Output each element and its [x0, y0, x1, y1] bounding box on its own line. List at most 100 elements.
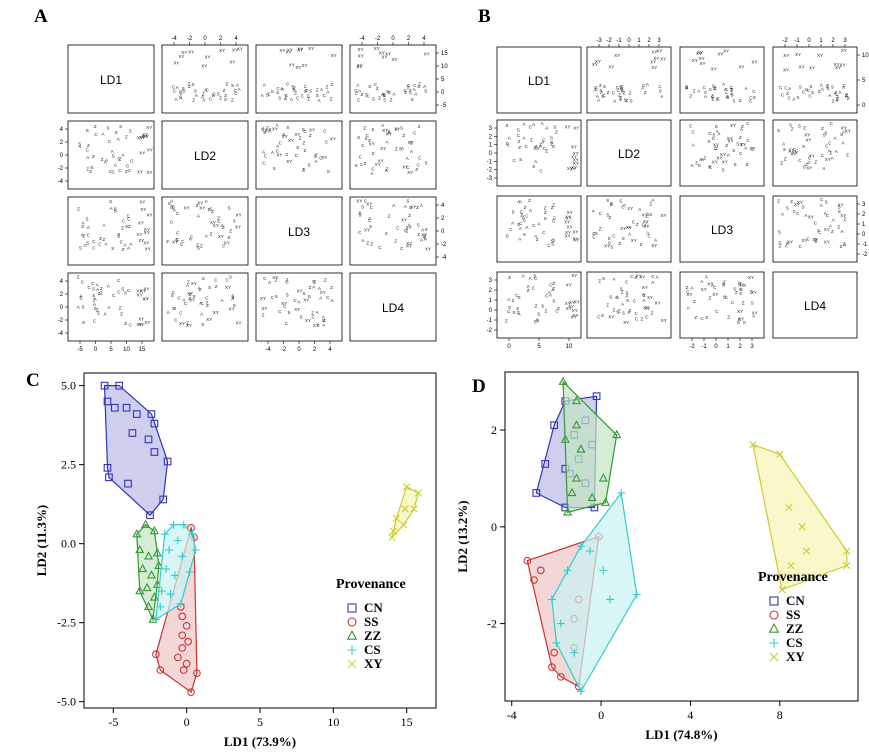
legend-label-cn: CN [364, 600, 383, 615]
matrix-point-symbol: XY [565, 230, 571, 235]
matrix-point-symbol: S [517, 222, 520, 227]
matrix-left-tick-ld2-label: -4 [58, 179, 64, 185]
matrix-point-symbol: XY [321, 155, 327, 160]
data-point-zz [576, 444, 586, 453]
matrix-bottom-tick-ld3-label: 2 [738, 344, 742, 350]
matrix-point-symbol: A [685, 86, 688, 91]
matrix-point-symbol: S [519, 157, 522, 162]
matrix-point-symbol: Z [366, 241, 369, 246]
x-tick-label: 0 [184, 715, 190, 729]
matrix-point-symbol: A [186, 283, 189, 288]
matrix-point-symbol: XY [210, 220, 216, 225]
legend-label-zz: ZZ [364, 628, 382, 643]
matrix-point-symbol: XY [620, 226, 626, 231]
matrix-point-symbol: A [620, 86, 623, 91]
matrix-point-symbol: C [417, 163, 421, 168]
matrix-point-symbol: XY [738, 65, 744, 70]
matrix-point-symbol: S [309, 89, 312, 94]
matrix-point-symbol: S [722, 168, 725, 173]
matrix-point-symbol: C [700, 316, 704, 321]
matrix-top-tick-ld4-label: 3 [843, 38, 847, 44]
matrix-point-symbol: C [545, 294, 549, 299]
matrix-bottom-tick-ld1-label: 0 [507, 344, 511, 350]
legend-label-xy: XY [786, 649, 805, 664]
matrix-point-symbol: A [740, 127, 743, 132]
matrix-point-symbol: C [214, 277, 218, 282]
matrix-point-symbol: XY [626, 225, 632, 230]
matrix-point-symbol: C [304, 84, 308, 89]
matrix-point-symbol: XY [139, 200, 145, 205]
matrix-point-symbol: C [507, 309, 511, 314]
matrix-point-symbol: Z [121, 226, 124, 231]
matrix-point-symbol: Z [188, 296, 191, 301]
matrix-cell-frame [255, 196, 343, 266]
matrix-point-symbol: C [175, 237, 179, 242]
matrix-point-symbol: A [410, 149, 413, 154]
matrix-point-symbol: Z [780, 161, 783, 166]
matrix-point-symbol: XY [809, 153, 815, 158]
matrix-point-symbol: A [792, 97, 795, 102]
matrix-point-symbol: S [212, 93, 215, 98]
matrix-point-symbol: XY [737, 309, 743, 314]
matrix-point-symbol: XY [565, 301, 571, 306]
matrix-left-tick-ld2-label: -3 [487, 176, 493, 182]
matrix-point-symbol: S [601, 94, 604, 99]
matrix-cell-frame [496, 195, 582, 263]
matrix-point-symbol: A [170, 199, 173, 204]
matrix-point-symbol: Z [826, 83, 829, 88]
matrix-point-symbol: A [842, 85, 845, 90]
matrix-point-symbol: S [308, 163, 311, 168]
matrix-top-tick-ld4-label: 1 [819, 38, 823, 44]
matrix-point-symbol: S [209, 207, 212, 212]
matrix-point-symbol: A [280, 86, 283, 91]
matrix-point-symbol: S [371, 127, 374, 132]
matrix-point-symbol: C [367, 94, 371, 99]
matrix-point-symbol: Z [415, 167, 418, 172]
matrix-point-symbol: Z [715, 145, 718, 150]
matrix-point-symbol: A [175, 97, 178, 102]
matrix-point-symbol: XY [841, 126, 847, 131]
matrix-point-symbol: XY [357, 63, 363, 68]
matrix-point-symbol: S [287, 125, 290, 130]
matrix-point-symbol: XY [806, 165, 812, 170]
matrix-point-symbol: S [314, 154, 317, 159]
matrix-point-symbol: XY [573, 236, 579, 241]
matrix-point-symbol: S [115, 130, 118, 135]
matrix-point-symbol: S [80, 296, 83, 301]
matrix-point-symbol: S [263, 130, 266, 135]
matrix-point-symbol: C [285, 280, 289, 285]
matrix-point-symbol: C [725, 295, 729, 300]
matrix-point-symbol: C [126, 164, 130, 169]
matrix-point-symbol: XY [720, 152, 726, 157]
matrix-right-tick-ld1-label: 0 [441, 90, 445, 96]
matrix-point-symbol: Z [730, 87, 733, 92]
matrix-point-symbol: S [231, 294, 234, 299]
matrix-point-symbol: A [597, 98, 600, 103]
matrix-point-symbol: Z [196, 242, 199, 247]
data-point-cn [532, 489, 541, 497]
series-xy [388, 483, 423, 542]
matrix-point-symbol: S [291, 84, 294, 89]
legend-label-cs: CS [364, 642, 381, 657]
matrix-point-symbol: A [314, 159, 317, 164]
matrix-point-symbol: S [385, 231, 388, 236]
matrix-point-symbol: A [832, 218, 835, 223]
matrix-point-symbol: A [420, 203, 423, 208]
matrix-point-symbol: XY [571, 144, 577, 149]
matrix-cell-frame [772, 195, 858, 263]
matrix-point-symbol: Z [618, 309, 621, 314]
matrix-point-symbol: S [425, 161, 428, 166]
matrix-point-symbol: XY [644, 306, 650, 311]
y-tick-label: -2 [487, 617, 497, 631]
matrix-point-symbol: S [296, 145, 299, 150]
matrix-point-symbol: A [824, 211, 827, 216]
matrix-point-symbol: XY [722, 160, 728, 165]
matrix-cell-frame [586, 46, 672, 114]
matrix-point-symbol: XY [692, 58, 698, 63]
matrix-point-symbol: S [208, 285, 211, 290]
matrix-point-symbol: XY [841, 48, 847, 53]
matrix-point-symbol: Z [120, 311, 123, 316]
